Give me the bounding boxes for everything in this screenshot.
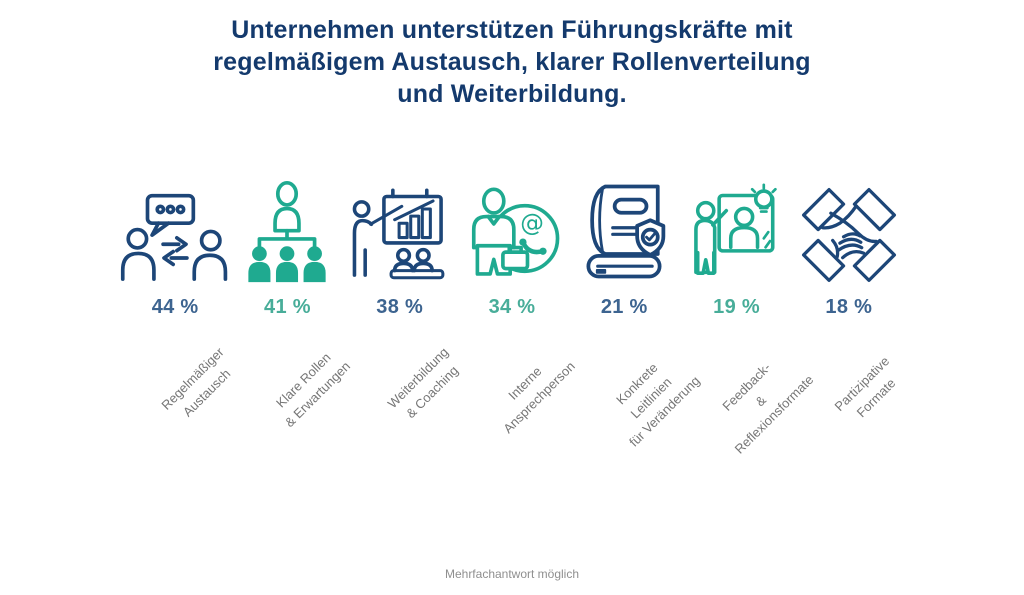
label-area: Interne Ansprechperson — [456, 319, 578, 469]
category-label: Interne Ansprechperson — [500, 358, 578, 436]
value-label: 41 % — [264, 296, 311, 318]
value-label: 21 % — [600, 296, 648, 318]
label-area: Konkrete Leitlinien für Veränderung — [568, 319, 703, 469]
hierarchy-icon — [241, 162, 333, 284]
label-area: Klare Rollen & Erwartungen — [231, 319, 353, 469]
label-area: Partizipative Formate — [793, 319, 905, 469]
svg-text:@: @ — [520, 209, 544, 237]
training-presentation-icon — [350, 162, 450, 284]
guidelines-book-icon — [577, 162, 671, 284]
category-column-leitlinien: 21 % Konkrete Leitlinien für Veränderung — [568, 162, 703, 469]
value-label: 38 % — [376, 296, 424, 318]
category-column-feedback: 19 % Feedback- & Reflexionsformate — [680, 162, 816, 469]
contact-person-icon: @ — [461, 162, 563, 284]
conversation-icon — [120, 162, 230, 284]
feedback-board-icon — [687, 162, 787, 284]
footnote: Mehrfachantwort möglich — [444, 567, 580, 581]
category-column-partizipativ: 18 % Partizipative Formate — [793, 162, 905, 469]
category-label: Weiterbildung & Coaching — [385, 344, 462, 421]
chart-title: Unternehmen unterstützen Führungskräfte … — [213, 16, 811, 108]
value-label: 44 % — [151, 296, 199, 318]
label-area: Regelmäßiger Austausch — [119, 319, 234, 469]
category-column-weiterbildung: 38 % Weiterbildung & Coaching — [344, 162, 461, 469]
pictogram-row: 44 % Regelmäßiger Austausch 41 % Klare R… — [119, 162, 905, 469]
value-label: 34 % — [488, 296, 536, 318]
category-column-klare-rollen: 41 % Klare Rollen & Erwartungen — [231, 162, 353, 469]
value-label: 18 % — [825, 296, 873, 318]
category-label: Regelmäßiger Austausch — [158, 344, 234, 420]
category-label: Partizipative Formate — [831, 353, 898, 420]
category-column-regelmaessiger-austausch: 44 % Regelmäßiger Austausch — [119, 162, 234, 469]
category-label: Klare Rollen & Erwartungen — [273, 349, 354, 430]
teamwork-hands-icon — [800, 162, 898, 284]
value-label: 19 % — [713, 296, 760, 318]
label-area: Weiterbildung & Coaching — [344, 319, 461, 469]
label-area: Feedback- & Reflexionsformate — [680, 319, 816, 469]
category-column-ansprechperson: @ 34 % Interne Ansprechperson — [456, 162, 578, 469]
